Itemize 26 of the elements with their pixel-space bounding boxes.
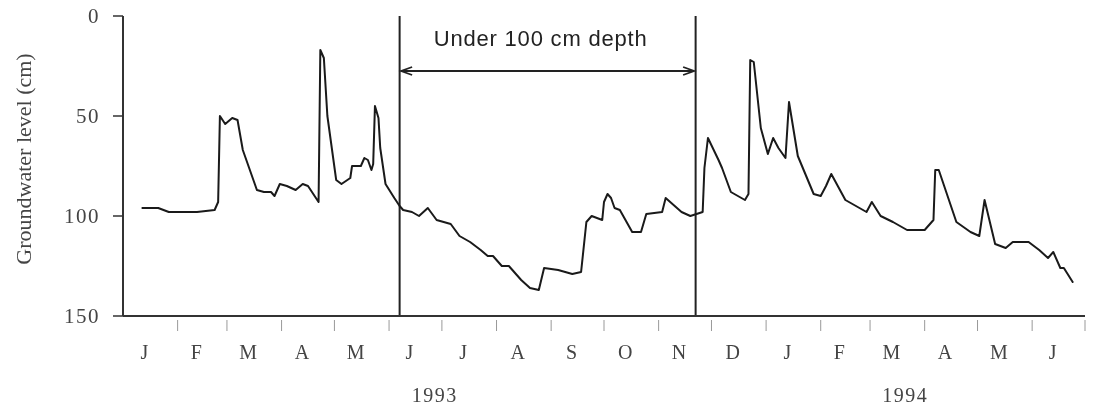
text: F (190, 341, 202, 363)
text: D (725, 341, 741, 363)
text: J (140, 341, 149, 363)
y-tick-label: 0 (88, 4, 100, 29)
text: J (459, 341, 468, 363)
text: M (239, 341, 258, 363)
text: M (882, 341, 901, 363)
text: O (618, 341, 633, 363)
text: J (783, 341, 792, 363)
text: J (405, 341, 414, 363)
y-tick-label: 50 (76, 104, 100, 129)
text: A (294, 341, 310, 363)
text: M (346, 341, 365, 363)
y-axis-title: Groundwater level (cm) (10, 53, 36, 265)
text: M (989, 341, 1008, 363)
y-tick-label: 150 (64, 304, 100, 329)
x-tick-label: 1994 (882, 384, 929, 406)
y-tick-label: 100 (64, 204, 100, 229)
text: A (510, 341, 526, 363)
annotation: Under 100 cm depth (433, 25, 648, 51)
text: A (937, 341, 953, 363)
text: J (1048, 341, 1057, 363)
text: N (671, 341, 687, 363)
text: S (566, 341, 578, 363)
text: F (833, 341, 845, 363)
x-tick-label: 1993 (411, 384, 458, 406)
